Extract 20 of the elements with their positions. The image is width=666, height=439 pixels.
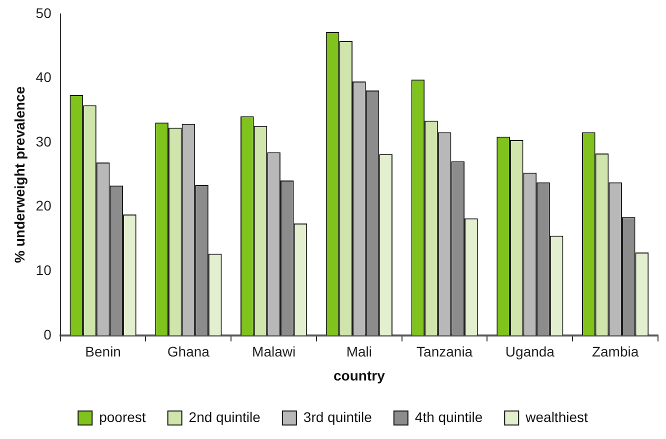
y-tick-label: 10 [36,262,52,278]
legend-label: wealthiest [524,408,588,425]
x-tick-label: Zambia [592,344,639,360]
legend-label: 4th quintile [414,408,483,425]
x-axis-title: country [334,367,386,384]
x-tick-label: Malawi [252,344,296,360]
x-tick-label: Ghana [167,344,210,360]
y-axis-title: % underweight prevalence [11,86,28,264]
y-tick-label: 40 [36,69,52,86]
y-tick-label: 30 [36,133,52,150]
legend-label: 2nd quintile [188,408,261,425]
y-tick-label: 50 [36,4,52,21]
x-tick-label: Tanzania [416,344,473,360]
x-tick-label: Uganda [505,344,555,360]
legend-label: 3rd quintile [303,408,372,425]
y-tick-label: 20 [36,198,52,214]
y-tick-label: 0 [44,326,52,342]
x-tick-label: Mali [346,344,372,360]
x-tick-label: Benin [85,344,121,360]
legend-label: poorest [99,408,146,425]
